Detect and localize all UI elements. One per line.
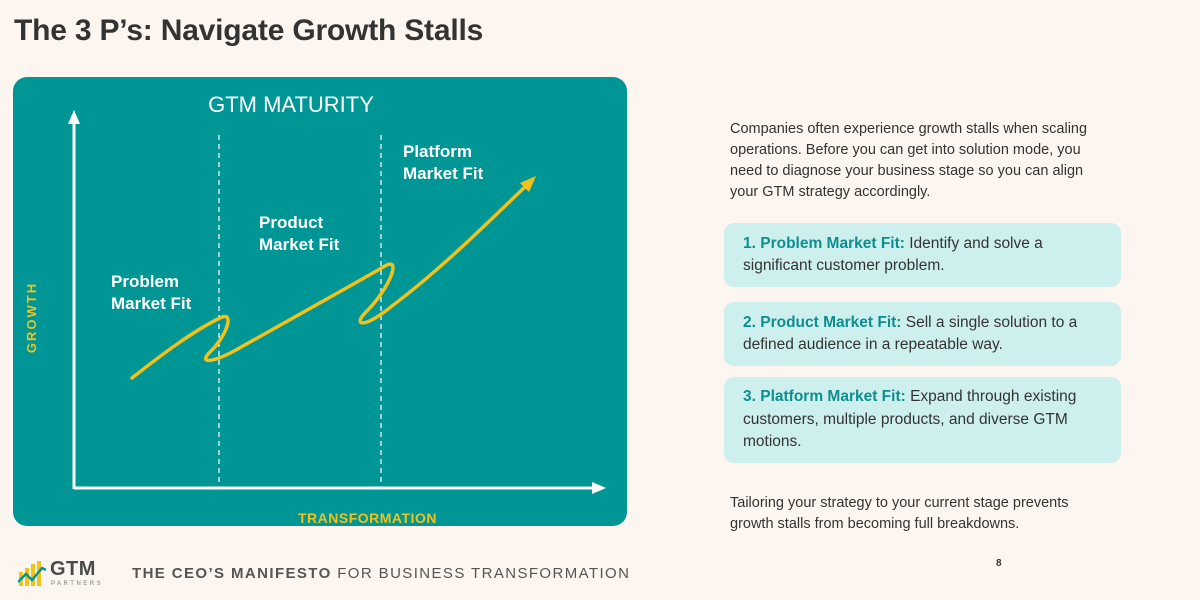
card-label: 2. Product Market Fit: [743,313,902,331]
intro-paragraph: Companies often experience growth stalls… [730,121,1088,200]
stage-label-line1: Problem [111,272,180,291]
card-label: 3. Platform Market Fit: [743,388,906,406]
logo-subtitle: PARTNERS [51,581,104,587]
stage-platform-market-fit: Platform Market Fit [403,141,483,185]
closing-paragraph: Tailoring your strategy to your current … [730,495,1069,532]
y-axis-arrowhead [68,110,80,124]
gtm-partners-logo-icon [18,561,47,586]
x-axis-label: TRANSFORMATION [298,510,437,526]
footer-tagline: THE CEO’S MANIFESTO FOR BUSINESS TRANSFO… [132,565,630,582]
growth-curve [130,184,528,380]
card-label: 1. Problem Market Fit: [743,234,905,252]
diagram-title: GTM MATURITY [208,92,374,117]
stage-label-line2: Market Fit [111,294,192,313]
card-text: Identify and solve a significant custome… [743,234,1043,275]
y-axis-label: GROWTH [24,281,40,354]
page-title: The 3 P’s: Navigate Growth Stalls [14,14,484,47]
footer-tagline-bold: THE CEO’S MANIFESTO [132,565,332,582]
x-axis-arrowhead [592,482,606,494]
stage-label-line2: Market Fit [259,235,340,254]
page-number: 8 [996,558,1002,569]
logo-wordmark: GTM [50,558,96,580]
card-text: Expand through existing customers, multi… [743,388,1077,451]
stage-label-line1: Platform [403,142,472,161]
growth-curve-arrowhead [520,176,536,192]
stage-card-problem: 1. Problem Market Fit: Identify and solv… [724,223,1121,287]
stage-card-product: 2. Product Market Fit: Sell a single sol… [724,302,1121,366]
footer-tagline-rest: FOR BUSINESS TRANSFORMATION [331,565,631,582]
stage-problem-market-fit: Problem Market Fit [111,271,191,315]
stage-product-market-fit: Product Market Fit [259,212,339,256]
stage-card-platform: 3. Platform Market Fit: Expand through e… [724,377,1121,463]
card-text: Sell a single solution to a defined audi… [743,313,1078,354]
stage-label-line1: Product [259,213,324,232]
stage-label-line2: Market Fit [403,164,484,183]
